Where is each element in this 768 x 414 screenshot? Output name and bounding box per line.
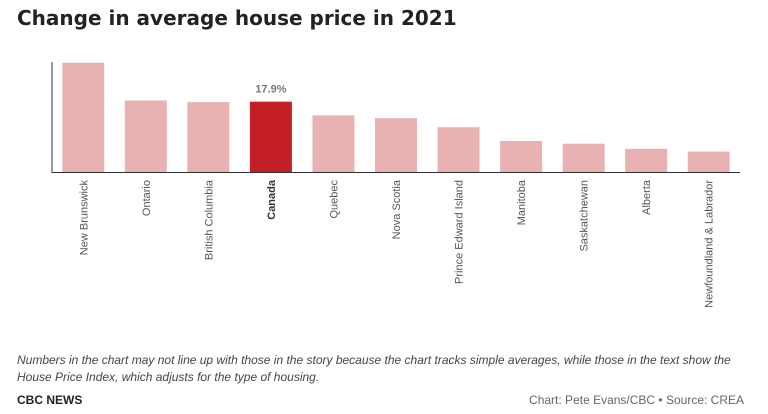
bar [62,62,105,172]
bar [437,127,480,172]
x-tick-label: Alberta [641,179,653,215]
x-tick-label: Saskatchewan [579,180,591,252]
x-tick-label: Nova Scotia [391,179,403,239]
bar [187,102,230,172]
bar [562,143,605,172]
bar-chart: New Brunswick Ontario British Columbia Cana… [51,62,740,308]
x-tick-label: New Brunswick [78,180,90,256]
x-tick-label: Newfoundland & Labrador [704,180,716,308]
x-tick-label: Ontario [141,180,153,216]
bar [687,151,730,172]
bar [124,100,167,172]
x-tick-label: Quebec [328,180,340,219]
x-tick-label: Prince Edward Island [454,180,466,284]
brand-label: CBC NEWS [17,393,83,407]
bar [312,115,355,172]
x-tick-label: British Columbia [203,179,215,260]
chart-credit: Chart: Pete Evans/CBC • Source: CREA [529,393,744,407]
bar [375,118,417,172]
chart-note: Numbers in the chart may not line up wit… [17,353,731,384]
data-label: 17.9% [255,84,286,96]
bar [500,140,543,172]
chart-title: Change in average house price in 2021 [17,6,457,30]
x-tick-label: Manitoba [516,179,528,225]
bar [625,148,668,172]
bar [249,101,292,172]
x-tick-label: Canada [266,179,278,220]
